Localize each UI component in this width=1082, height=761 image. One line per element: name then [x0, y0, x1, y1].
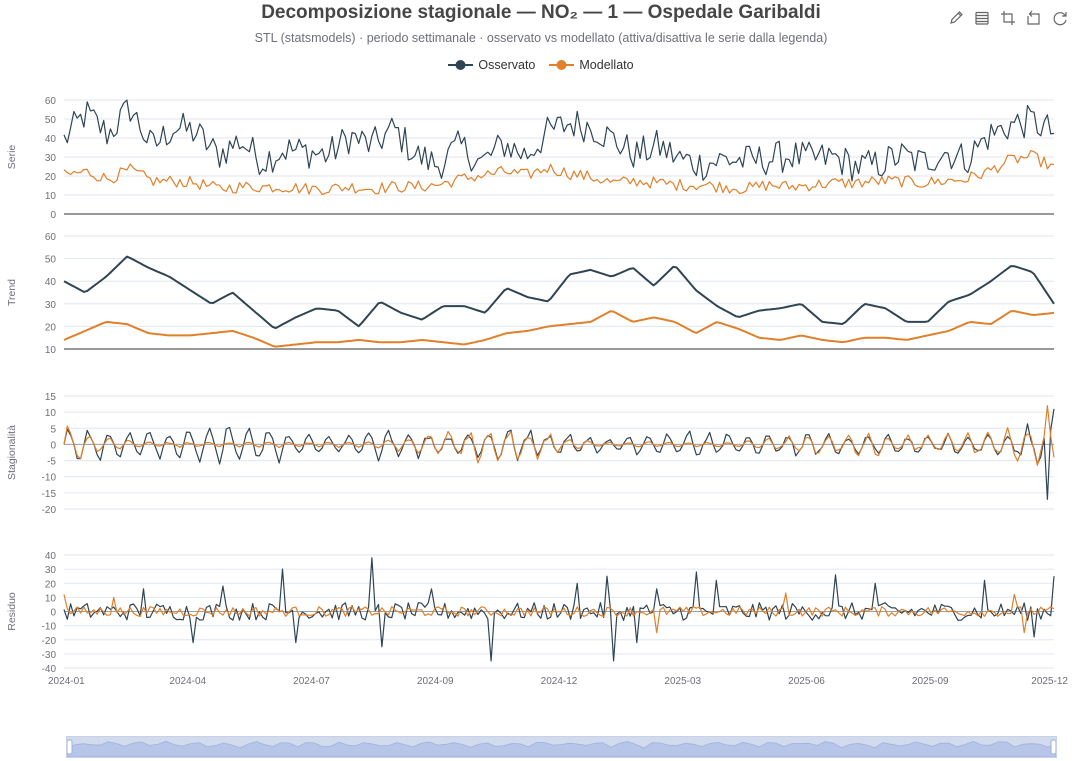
toolbox — [948, 10, 1068, 26]
y-tick-label: 5 — [50, 424, 56, 435]
datazoom-handle-right[interactable] — [1050, 739, 1056, 755]
series-line-observed — [63, 408, 1055, 500]
y-tick-label: -30 — [42, 650, 57, 661]
restore-icon[interactable] — [1052, 10, 1068, 26]
legend-item-modeled[interactable]: Modellato — [549, 58, 634, 72]
y-tick-label: 60 — [45, 232, 57, 243]
chart-title: Decomposizione stagionale — NO₂ — 1 — Os… — [261, 2, 821, 23]
x-tick-label: 2025-09 — [912, 676, 949, 687]
legend-item-observed[interactable]: Osservato — [448, 58, 535, 72]
x-tick-label: 2024-12 — [541, 676, 578, 687]
y-axis-label: Stagionalità — [6, 425, 18, 480]
y-tick-label: 10 — [45, 593, 57, 604]
y-tick-label: 30 — [45, 153, 57, 164]
y-tick-label: 60 — [45, 96, 57, 107]
datazoom-slider[interactable] — [66, 736, 1057, 758]
y-tick-label: 30 — [45, 300, 57, 311]
legend-marker-observed — [448, 60, 474, 70]
y-tick-label: 40 — [45, 134, 57, 145]
y-tick-label: 0 — [50, 440, 56, 451]
y-tick-label: -20 — [42, 505, 57, 516]
y-tick-label: -10 — [42, 622, 57, 633]
y-tick-label: -5 — [47, 457, 56, 468]
x-tick-label: 2025-06 — [788, 676, 825, 687]
y-axis-label: Trend — [6, 279, 18, 306]
series-line-modeled — [63, 150, 1055, 196]
series-line-observed — [63, 557, 1055, 662]
x-tick-label: 2024-04 — [169, 676, 206, 687]
pencil-icon[interactable] — [948, 10, 964, 26]
zoom-reset-icon[interactable] — [1026, 10, 1042, 26]
y-tick-label: 10 — [45, 191, 57, 202]
y-tick-label: 40 — [45, 277, 57, 288]
series-line-observed — [63, 255, 1055, 329]
y-tick-label: 50 — [45, 115, 57, 126]
y-tick-label: 20 — [45, 579, 57, 590]
zoom-icon[interactable] — [1000, 10, 1016, 26]
datazoom-preview — [67, 739, 1056, 757]
series-line-modeled — [63, 310, 1055, 348]
x-tick-label: 2024-09 — [417, 676, 454, 687]
y-axis-label: Serie — [6, 145, 18, 170]
y-tick-label: 0 — [50, 608, 56, 619]
series-line-observed — [63, 99, 1055, 182]
x-tick-label: 2024-01 — [48, 676, 85, 687]
chart-subtitle: STL (statsmodels) · periodo settimanale … — [254, 31, 828, 45]
legend-label-modeled: Modellato — [579, 58, 634, 72]
legend-marker-modeled — [549, 60, 575, 70]
y-axis-label: Residuo — [6, 592, 18, 631]
x-tick-label: 2025-03 — [664, 676, 701, 687]
data-view-icon[interactable] — [974, 10, 990, 26]
y-tick-label: 30 — [45, 565, 57, 576]
x-tick-label: 2025-12 — [1031, 676, 1068, 687]
y-tick-label: 15 — [45, 392, 57, 403]
y-tick-label: 10 — [45, 408, 57, 419]
y-tick-label: 40 — [45, 551, 57, 562]
datazoom-handle-left[interactable] — [67, 739, 73, 755]
series-line-modeled — [63, 592, 1055, 634]
y-tick-label: 20 — [45, 322, 57, 333]
y-tick-label: -15 — [42, 489, 57, 500]
series-line-modeled — [63, 405, 1055, 466]
legend-label-observed: Osservato — [478, 58, 536, 72]
y-tick-label: -20 — [42, 636, 57, 647]
y-tick-label: -10 — [42, 473, 57, 484]
y-tick-label: 10 — [45, 345, 57, 356]
y-tick-label: 50 — [45, 255, 57, 266]
datazoom-preview-area — [67, 740, 1056, 757]
decomposition-chart: 0102030405060Serie102030405060Trend-20-1… — [6, 96, 1068, 687]
y-tick-label: 20 — [45, 172, 57, 183]
y-tick-label: 0 — [50, 210, 56, 221]
legend: Osservato Modellato — [0, 58, 1082, 72]
x-tick-label: 2024-07 — [293, 676, 330, 687]
y-tick-label: -40 — [42, 664, 57, 675]
